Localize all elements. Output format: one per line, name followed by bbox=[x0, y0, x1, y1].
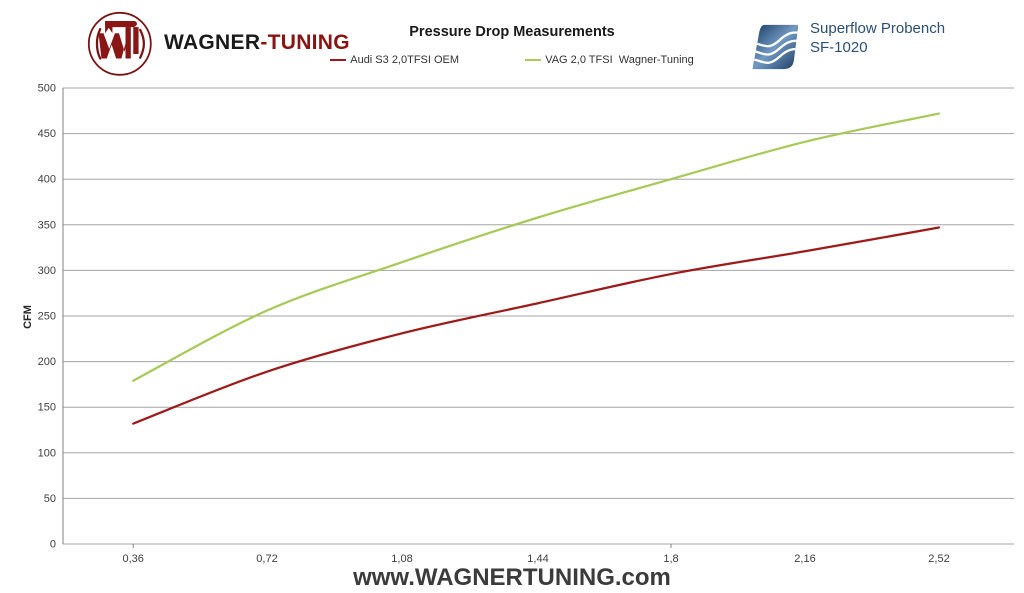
svg-text:150: 150 bbox=[38, 402, 56, 414]
svg-text:0: 0 bbox=[50, 539, 56, 551]
svg-text:500: 500 bbox=[38, 83, 56, 95]
svg-text:100: 100 bbox=[38, 447, 56, 459]
svg-text:400: 400 bbox=[38, 174, 56, 186]
svg-text:450: 450 bbox=[38, 128, 56, 140]
svg-text:50: 50 bbox=[44, 493, 56, 505]
svg-text:250: 250 bbox=[38, 311, 56, 323]
svg-text:350: 350 bbox=[38, 219, 56, 231]
svg-text:200: 200 bbox=[38, 356, 56, 368]
svg-text:300: 300 bbox=[38, 265, 56, 277]
